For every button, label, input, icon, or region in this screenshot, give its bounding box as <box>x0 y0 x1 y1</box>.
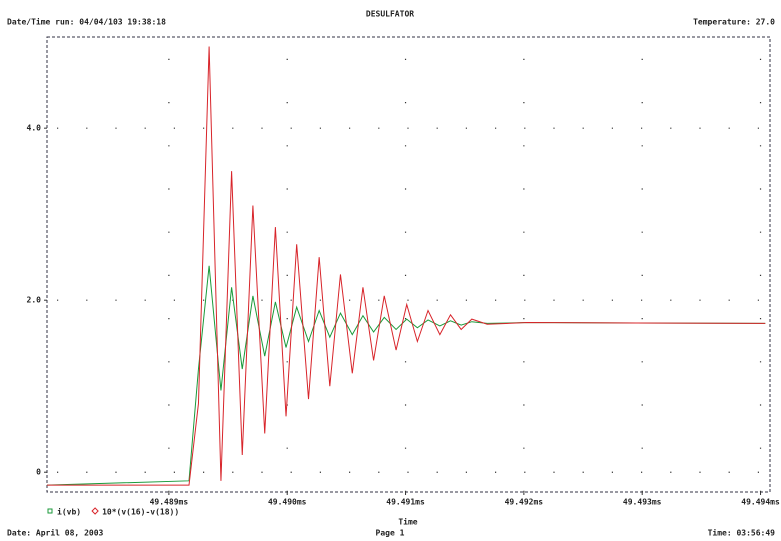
footer-left: Date: April 08, 2003 <box>7 528 104 538</box>
x-tick-label: 49.490ms <box>268 498 307 507</box>
x-tick-label: 49.492ms <box>505 498 544 507</box>
y-tick-label: 2.0 <box>27 296 42 305</box>
x-tick-label: 49.491ms <box>386 498 425 507</box>
legend-marker <box>47 508 53 514</box>
legend-label: 10*(v(16)-v(18)) <box>102 508 179 517</box>
footer-right: Time: 03:56:49 <box>708 528 776 538</box>
chart-title: DESULFATOR <box>366 10 414 19</box>
plot-frame <box>46 36 771 493</box>
x-tick-label: 49.489ms <box>150 498 189 507</box>
header-right: Temperature: 27.0 <box>693 18 775 27</box>
y-tick-label: 0 <box>36 468 41 477</box>
x-tick-label: 49.494ms <box>741 498 780 507</box>
legend-marker <box>91 507 99 515</box>
series-line <box>47 46 766 486</box>
x-tick-label: 49.493ms <box>623 498 662 507</box>
header-left: Date/Time run: 04/04/103 19:38:18 <box>7 17 166 27</box>
legend-label: i(vb) <box>57 507 81 517</box>
x-axis-label: Time <box>398 517 417 527</box>
y-tick-label: 4.0 <box>27 124 42 133</box>
series-line <box>46 265 766 486</box>
footer-center: Page 1 <box>376 529 405 538</box>
